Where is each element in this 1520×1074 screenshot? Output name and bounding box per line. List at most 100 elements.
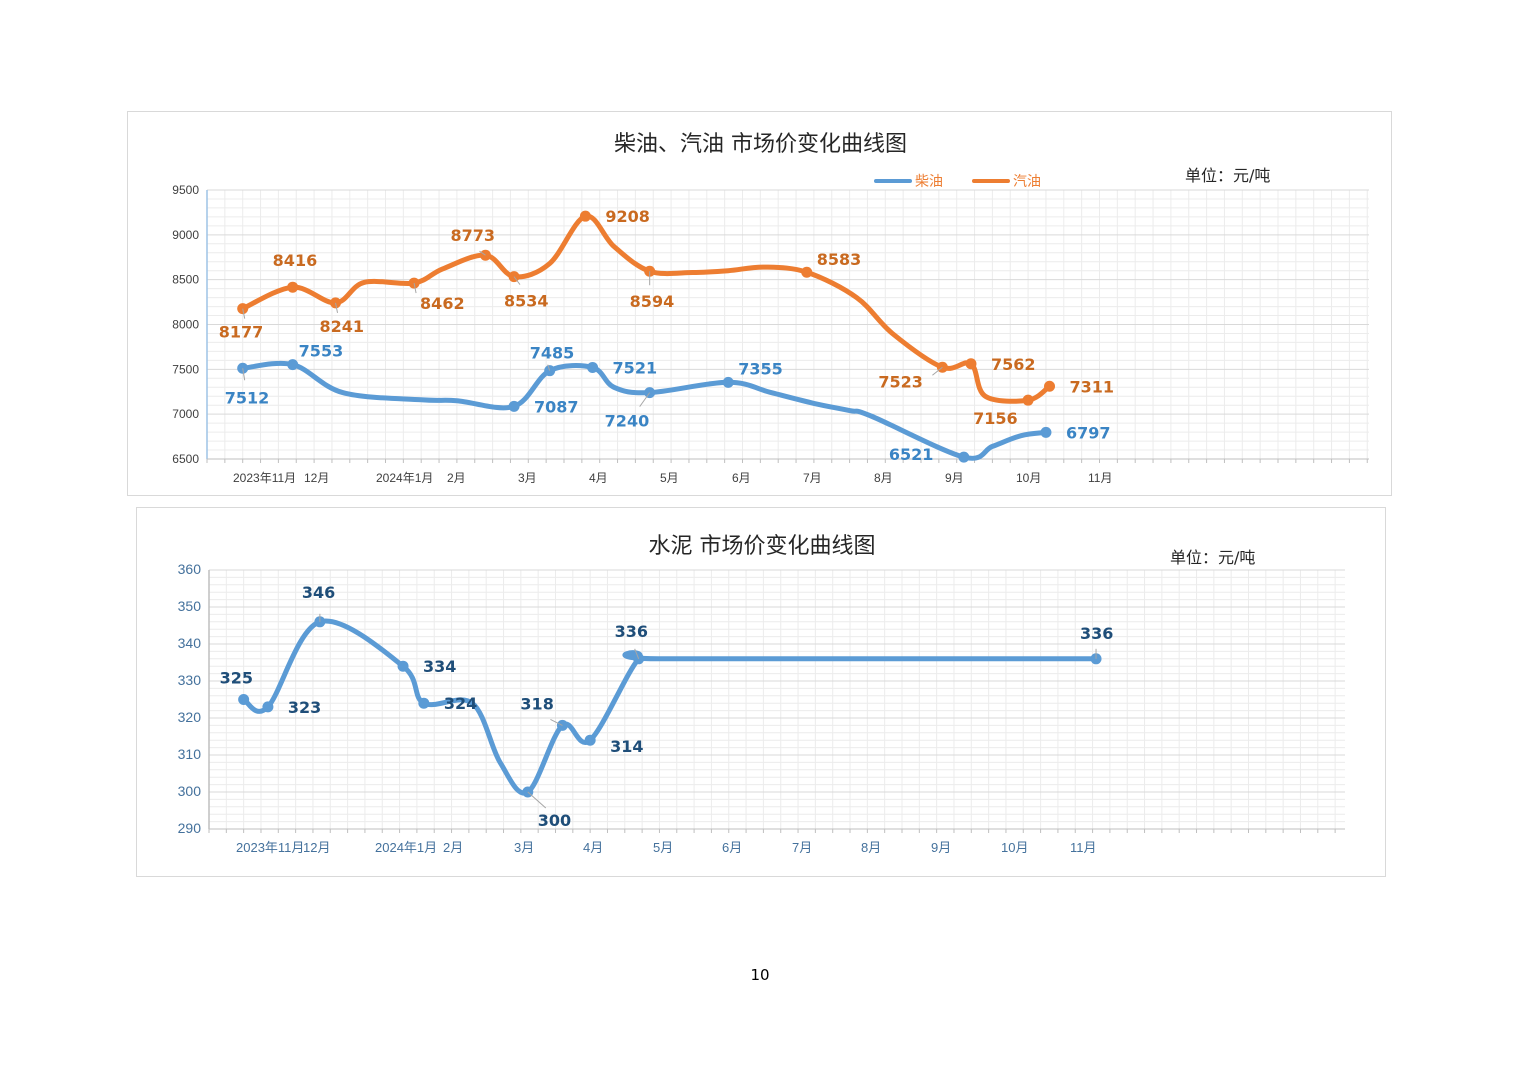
data-point (722, 376, 734, 388)
leader-line (242, 368, 246, 381)
x-tick-label: 2月 (447, 471, 466, 485)
x-tick-label: 2024年1月 (376, 471, 433, 485)
x-tick-label: 12月 (304, 471, 329, 485)
y-tick-label: 8000 (172, 318, 199, 332)
data-label: 7521 (613, 358, 658, 377)
data-label: 8594 (630, 292, 675, 311)
x-tick-label: 11月 (1088, 471, 1112, 485)
legend-gasoline: 汽油 (972, 171, 1041, 191)
data-label: 336 (1080, 624, 1113, 643)
leader-line (242, 308, 246, 319)
x-tick-label: 2023年11月 (233, 471, 296, 485)
cement-unit-label: 单位：元/吨 (1170, 548, 1256, 567)
y-tick-label: 7500 (172, 362, 199, 376)
x-tick-label: 7月 (792, 840, 812, 855)
data-point (287, 359, 299, 371)
data-label: 8241 (320, 317, 365, 336)
data-point (397, 660, 409, 672)
data-point (418, 697, 430, 709)
data-label: 7156 (973, 409, 1018, 428)
x-tick-label: 6月 (722, 840, 742, 855)
y-tick-label: 6500 (172, 452, 199, 466)
y-tick-label: 9500 (172, 183, 199, 197)
data-point (556, 719, 568, 731)
data-label: 346 (302, 583, 335, 602)
data-label: 7553 (299, 342, 344, 361)
x-tick-label: 5月 (660, 471, 679, 485)
cement-chart-panel: 290 300 310 320 330 340 350 360 2023年11月 12月 2024年… (136, 507, 1386, 877)
leader-line (547, 364, 551, 371)
series-line (241, 618, 1099, 796)
data-point (584, 734, 596, 746)
fuel-chart-panel: 6500 7000 7500 8000 8500 9000 9500 2023年11月 12月 2… (127, 111, 1392, 496)
data-point (1044, 380, 1056, 392)
data-label: 7523 (878, 372, 923, 391)
x-tick-label: 8月 (861, 840, 881, 855)
data-label: 318 (520, 694, 553, 713)
x-tick-label: 4月 (583, 840, 603, 855)
x-tick-label: 6月 (732, 471, 751, 485)
legend-diesel: 柴油 (874, 171, 943, 191)
x-tick-label: 9月 (945, 471, 964, 485)
fuel-unit-label: 单位：元/吨 (1185, 166, 1271, 185)
x-tick-label: 2月 (443, 840, 463, 855)
data-point (508, 400, 520, 412)
legend-gasoline-swatch (972, 179, 1010, 183)
x-tick-label: 4月 (589, 471, 608, 485)
leader-line (932, 366, 943, 376)
x-tick-label: 10月 (1016, 471, 1041, 485)
x-tick-label: 7月 (803, 471, 822, 485)
x-tick-label: 5月 (653, 840, 673, 855)
y-tick-label: 7000 (172, 407, 199, 421)
y-tick-label: 310 (178, 746, 202, 762)
data-label: 8416 (273, 251, 318, 270)
y-tick-label: 330 (178, 672, 202, 688)
data-label: 314 (610, 737, 643, 756)
leader-line (479, 250, 486, 256)
y-tick-label: 350 (178, 598, 202, 614)
x-tick-label: 3月 (514, 840, 534, 855)
data-label: 8583 (817, 250, 862, 269)
data-label: 336 (615, 622, 648, 641)
leader-line (413, 282, 417, 294)
data-point (330, 297, 342, 309)
y-tick-label: 320 (178, 709, 202, 725)
x-tick-label: 8月 (874, 471, 893, 485)
x-tick-label: 9月 (931, 840, 951, 855)
data-point (1040, 426, 1052, 438)
data-label: 7485 (530, 344, 575, 363)
x-tick-label: 2024年1月 (375, 840, 437, 855)
leader-line (513, 276, 521, 285)
legend-gasoline-label: 汽油 (1013, 174, 1041, 190)
y-tick-label: 8500 (172, 273, 199, 287)
data-label: 7562 (991, 355, 1036, 374)
leader-line (527, 791, 547, 809)
data-label: 324 (444, 694, 477, 713)
data-point (262, 701, 274, 713)
y-tick-label: 290 (178, 820, 202, 836)
data-label: 8177 (219, 323, 264, 342)
data-point (579, 210, 591, 222)
data-label: 334 (423, 657, 456, 676)
fuel-chart-title: 柴油、汽油 市场价变化曲线图 (614, 132, 907, 157)
data-label: 300 (538, 811, 571, 830)
data-label: 7311 (1070, 377, 1115, 396)
cement-chart-title: 水泥 市场价变化曲线图 (648, 534, 876, 559)
page-number: 10 (750, 966, 770, 984)
fuel-price-chart: 6500 7000 7500 8000 8500 9000 9500 2023年11月 12月 2… (172, 183, 1369, 485)
leader-line (335, 302, 339, 313)
x-tick-label: 2023年11月 (236, 840, 304, 855)
data-point (479, 249, 491, 261)
y-tick-label: 300 (178, 783, 202, 799)
x-tick-label: 11月 (1070, 840, 1097, 855)
data-point (587, 361, 599, 373)
x-tick-label: 3月 (518, 471, 537, 485)
data-label: 8773 (450, 226, 495, 245)
data-label: 8534 (504, 292, 549, 311)
data-label: 7512 (225, 388, 270, 407)
leader-line (550, 718, 563, 726)
y-tick-label: 360 (178, 561, 202, 577)
data-label: 325 (220, 669, 253, 688)
data-label: 8462 (420, 294, 465, 313)
data-point (958, 451, 970, 463)
